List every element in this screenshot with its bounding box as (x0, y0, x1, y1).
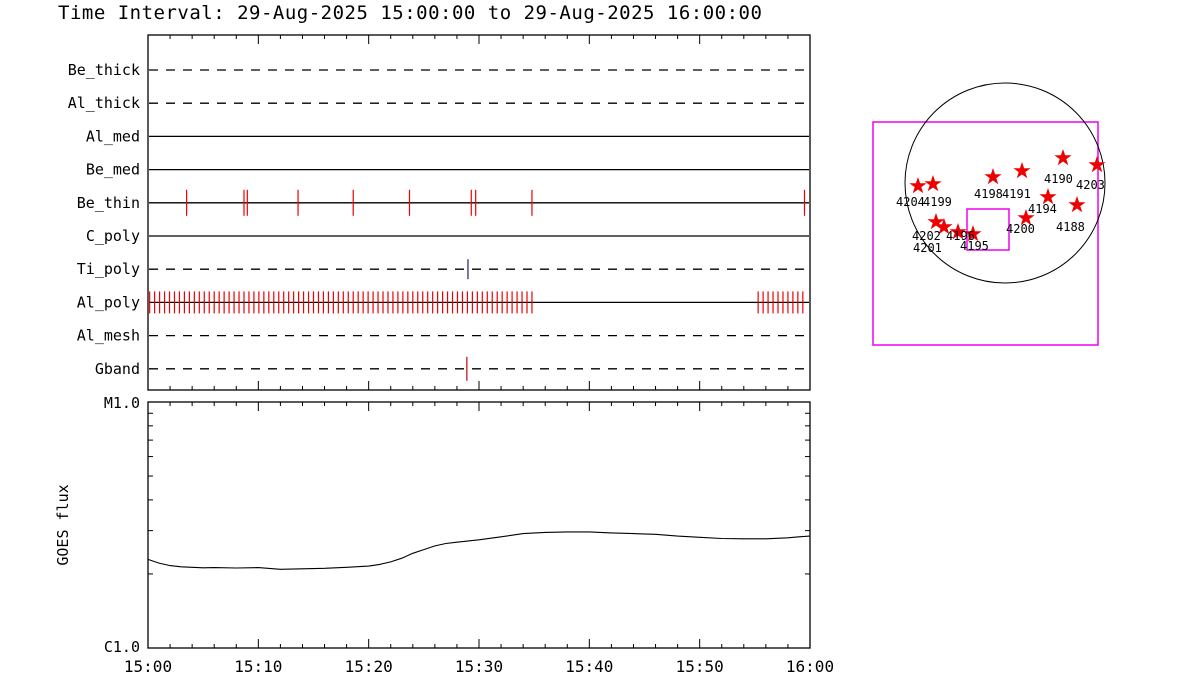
filter-row-label-Be_med: Be_med (86, 161, 140, 179)
active-region-star-4201 (927, 213, 945, 230)
active-region-star-4194 (1039, 188, 1057, 205)
active-region-label-4198: 4198 (974, 187, 1003, 201)
x-axis-tick-label: 15:00 (124, 657, 172, 676)
active-region-star-4203 (1088, 156, 1106, 173)
filter-row-label-Al_med: Al_med (86, 127, 140, 145)
x-axis-tick-label: 15:50 (676, 657, 724, 676)
filter-row-label-C_poly: C_poly (86, 227, 140, 245)
active-region-label-4190: 4190 (1044, 172, 1073, 186)
fov-box (872, 121, 1099, 346)
x-axis-tick-label: 15:40 (565, 657, 613, 676)
active-region-star-4199 (924, 175, 942, 192)
goes-ymin-label: C1.0 (104, 638, 140, 656)
goes-panel-frame (147, 401, 811, 649)
active-region-label-4200: 4200 (1006, 222, 1035, 236)
active-region-star-4188 (1068, 196, 1086, 213)
active-region-star-4191 (1013, 162, 1031, 179)
active-region-star-4200 (1017, 209, 1035, 226)
plot-title: Time Interval: 29-Aug-2025 15:00:00 to 2… (58, 2, 763, 24)
active-region-label-4204: 4204 (896, 195, 925, 209)
timeline-and-goes-panels: Be_thick Al_thick Al_med Be_med Be_thin C_pol… (54, 34, 834, 676)
filter-row-label-Al_thick: Al_thick (68, 94, 140, 112)
active-region-label-4196: 4196 (946, 229, 975, 243)
active-region-star-4204 (909, 177, 927, 194)
active-region-star-4196 (949, 223, 967, 240)
active-region-star-4198 (984, 168, 1002, 185)
goes-ymax-label: M1.0 (104, 394, 140, 412)
active-region-star-4195 (964, 225, 982, 242)
x-axis-tick-label: 16:00 (786, 657, 834, 676)
filter-row-label-Gband: Gband (95, 360, 140, 378)
x-axis-tick-label: 15:30 (455, 657, 503, 676)
active-region-label-4194: 4194 (1028, 202, 1057, 216)
active-region-label-4188: 4188 (1056, 220, 1085, 234)
active-region-label-4201: 4201 (913, 241, 942, 255)
goes-y-axis-title: GOES flux (54, 484, 72, 565)
active-region-label-4191: 4191 (1002, 187, 1031, 201)
active-region-label-4199: 4199 (923, 195, 952, 209)
xrt-target-box (966, 208, 1010, 251)
active-region-label-4195: 4195 (960, 239, 989, 253)
filter-row-label-Ti_poly: Ti_poly (77, 260, 140, 278)
x-axis-tick-label: 15:10 (234, 657, 282, 676)
solar-limb-circle (904, 82, 1106, 284)
filter-row-label-Be_thin: Be_thin (77, 194, 140, 212)
active-region-label-4203: 4203 (1076, 178, 1105, 192)
active-region-star-4190 (1054, 149, 1072, 166)
filter-row-label-Be_thick: Be_thick (68, 61, 140, 79)
goes-flux-curve (147, 531, 811, 570)
x-axis-tick-label: 15:20 (345, 657, 393, 676)
active-region-label-4202: 4202 (912, 229, 941, 243)
active-region-star-4202 (935, 218, 953, 235)
filter-row-label-Al_mesh: Al_mesh (77, 327, 140, 345)
filter-row-label-Al_poly: Al_poly (77, 293, 140, 311)
